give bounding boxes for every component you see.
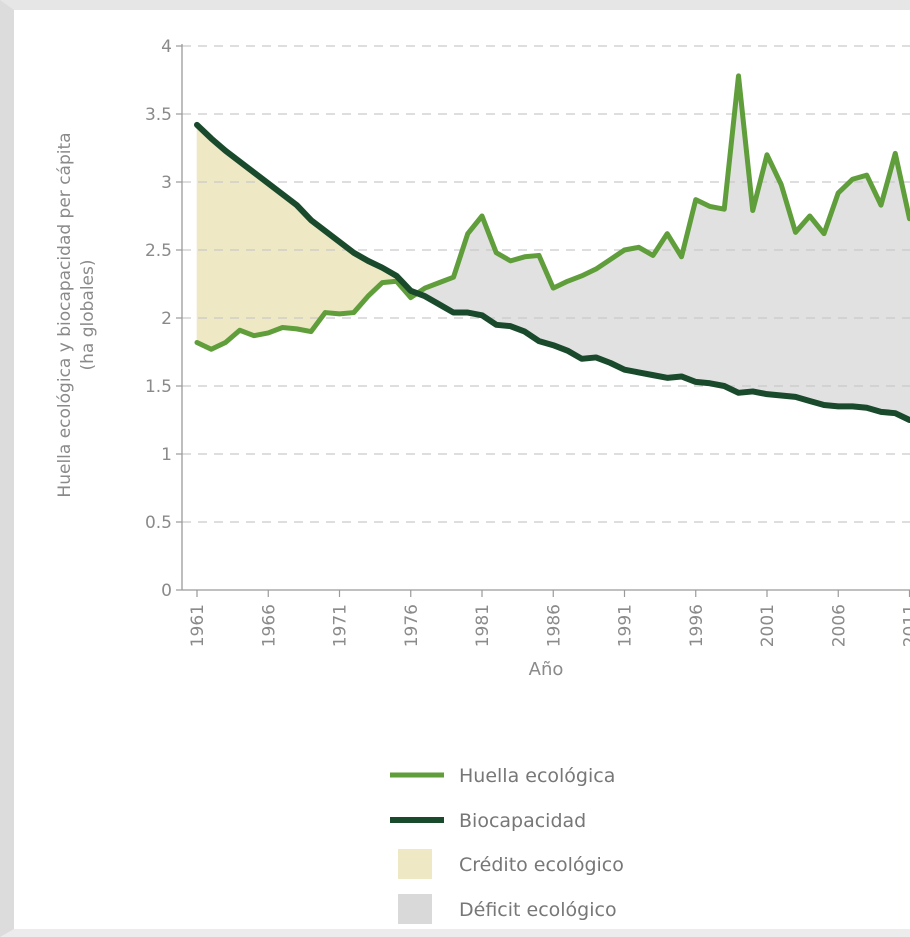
- y-tick-label: 4: [161, 37, 172, 57]
- y-tick-label: 1: [161, 445, 172, 465]
- legend-swatch-credito: [398, 849, 432, 879]
- huella-line: [194, 73, 910, 352]
- deficit-area-segment: [766, 154, 782, 396]
- x-tick-label: 1986: [544, 604, 564, 647]
- deficit-area-segment: [609, 249, 625, 371]
- legend-label-credito: Crédito ecológico: [459, 854, 624, 876]
- credit-area-segment: [225, 150, 241, 344]
- deficit-area-segment: [795, 215, 811, 402]
- x-tick-label: 1971: [331, 604, 351, 647]
- y-tick-label: 1.5: [145, 377, 172, 397]
- legend-swatch-deficit: [398, 894, 432, 924]
- deficit-area-segment: [624, 246, 640, 373]
- deficit-area-segment: [638, 246, 654, 376]
- legend: Huella ecológica Biocapacidad Crédito ec…: [390, 765, 624, 924]
- deficit-area-segment: [595, 258, 611, 364]
- y-tick-label: 3.5: [145, 105, 172, 125]
- x-tick-label: 2006: [829, 604, 849, 647]
- deficit-area-segment: [524, 255, 540, 342]
- deficit-area-segment: [837, 178, 853, 407]
- legend-label-biocapacidad: Biocapacidad: [459, 810, 586, 832]
- deficit-area-segment: [552, 280, 568, 352]
- deficit-area-segment: [709, 206, 725, 387]
- x-tick-label: 1961: [188, 604, 208, 647]
- x-axis-label: Año: [529, 659, 564, 680]
- y-tick-label: 2: [161, 309, 172, 329]
- credit-area-segment: [296, 204, 312, 332]
- deficit-area-segment: [852, 174, 868, 409]
- biocapacidad-line: [194, 121, 910, 424]
- x-tick-label: 1996: [687, 604, 707, 647]
- x-tick-label: 1966: [259, 604, 279, 647]
- credit-area-segment: [253, 171, 269, 337]
- credit-area-segment: [196, 124, 212, 350]
- x-tick-label: 1981: [473, 604, 493, 647]
- line-layer: [194, 73, 910, 424]
- y-tick-label: 0: [161, 581, 172, 601]
- axes-layer: 0 0.5 1 1.5 2 2.5 3 3.5 4 1961 1966 1971 1976 1981 198…: [145, 37, 910, 647]
- credit-area-segment: [282, 193, 298, 330]
- y-tick-label: 2.5: [145, 241, 172, 261]
- y-tick-label: 0.5: [145, 513, 172, 533]
- credit-area-segment: [239, 160, 255, 337]
- legend-label-deficit: Déficit ecológico: [459, 899, 617, 921]
- x-tick-label: 1976: [402, 604, 422, 647]
- deficit-area-segment: [567, 275, 583, 360]
- credit-area-segment: [267, 182, 283, 334]
- deficit-area-segment: [866, 175, 882, 413]
- y-tick-label: 3: [161, 173, 172, 193]
- deficit-area-segment: [695, 199, 711, 384]
- x-tick-label: 2001: [758, 604, 778, 647]
- deficit-area-segment: [495, 252, 511, 327]
- y-axis-label: Huella ecológica y biocapacidad per cápi…: [55, 132, 75, 497]
- x-tick-label: 2011: [901, 604, 910, 647]
- x-tick-label: 1991: [616, 604, 636, 647]
- legend-label-huella: Huella ecológica: [459, 765, 615, 787]
- deficit-area-segment: [581, 268, 597, 360]
- deficit-area-segment: [510, 256, 526, 333]
- y-axis-unit-label: (ha globales): [78, 259, 98, 370]
- deficit-area-segment: [809, 215, 825, 406]
- area-layer: [196, 75, 910, 421]
